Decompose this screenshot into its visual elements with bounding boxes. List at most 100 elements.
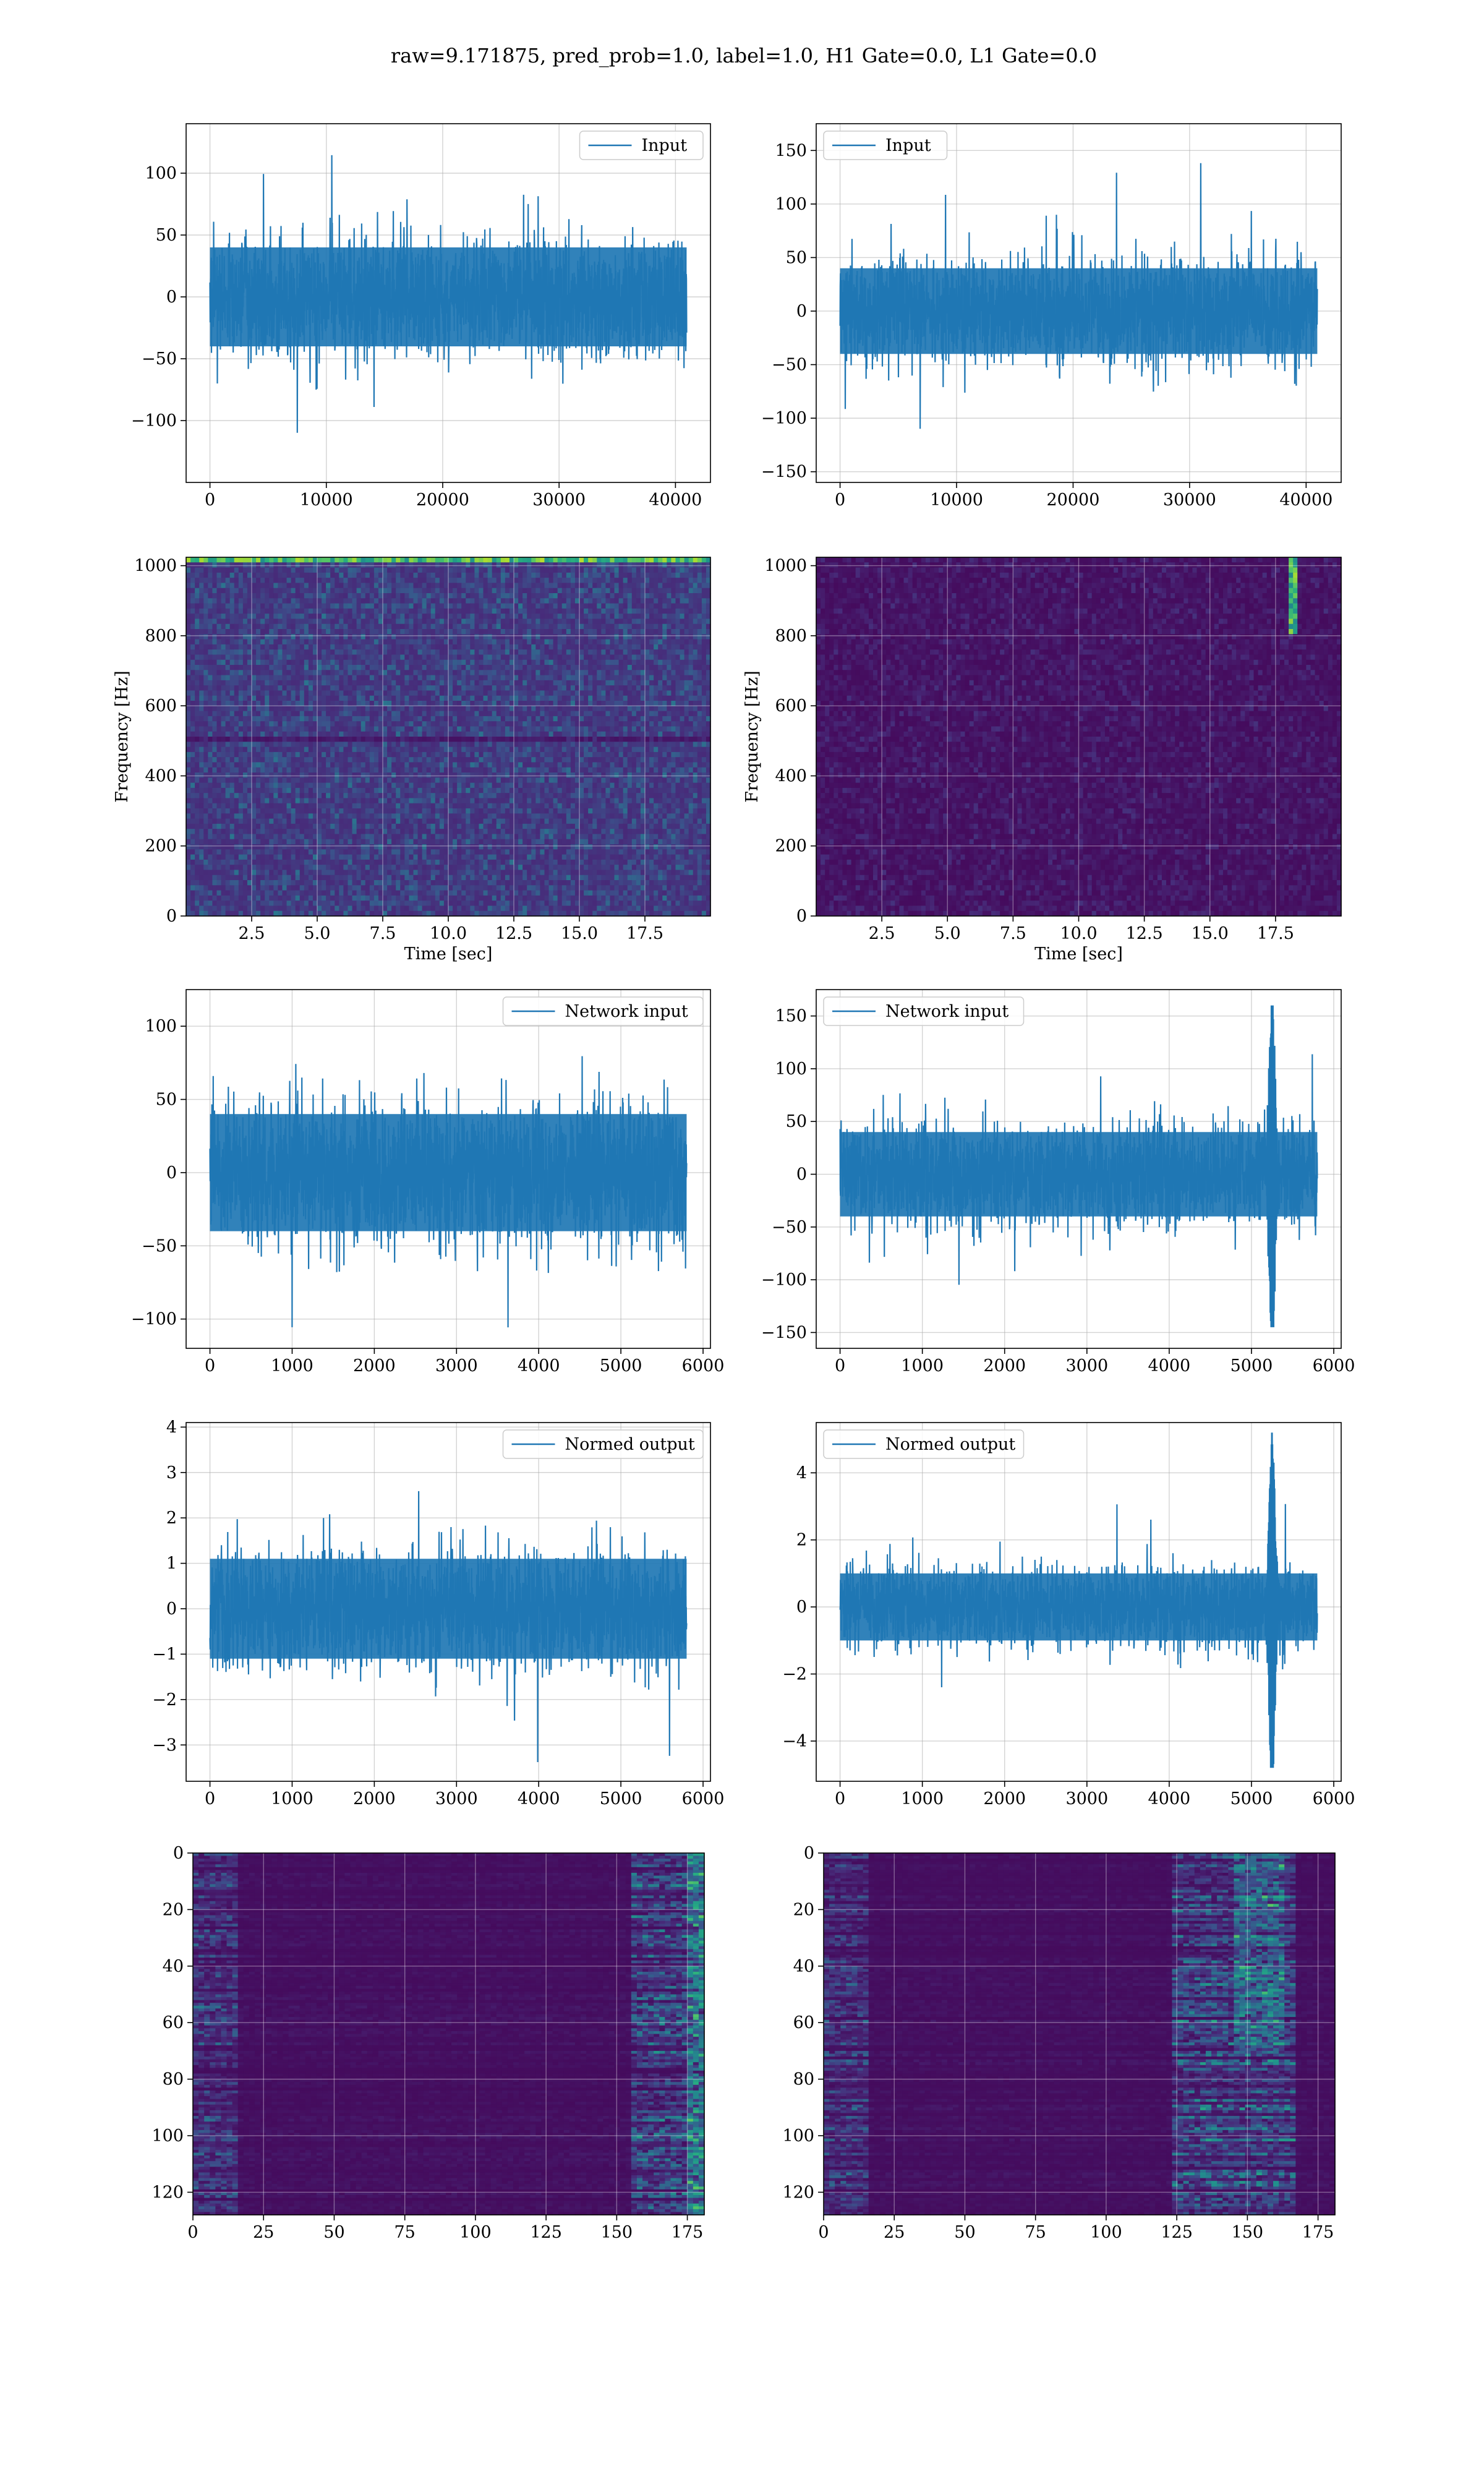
r1c0-cell <box>352 634 357 640</box>
r1c0-cell <box>588 660 593 666</box>
r1c0-cell <box>273 557 278 563</box>
r1c0-cell <box>216 654 221 660</box>
r1c0-cell <box>190 568 195 573</box>
r1c0-cell <box>234 618 239 624</box>
r1c0-cell <box>365 557 370 563</box>
r1c0-cell <box>431 660 436 666</box>
r1c0-cell <box>212 624 217 630</box>
r1c0-cell <box>221 578 226 583</box>
r1c0-cell <box>671 568 676 573</box>
r1c0-cell <box>461 640 466 645</box>
r1c0-cell <box>348 598 352 604</box>
r1c0-cell <box>470 640 475 645</box>
r1c0-cell <box>291 588 296 594</box>
r1c0-cell <box>588 598 593 604</box>
r1c0-cell <box>693 660 698 666</box>
r1c0-cell <box>649 568 654 573</box>
r1c0-cell <box>684 640 689 645</box>
r1c0-cell <box>440 624 445 630</box>
r1c0-cell <box>649 634 654 640</box>
r1c0-cell <box>501 588 506 594</box>
r1c0-cell <box>658 649 663 655</box>
r1c0-cell <box>697 568 702 573</box>
r1c0-cell <box>265 660 270 666</box>
r1c0-cell <box>296 665 301 670</box>
r1c0-cell <box>636 578 641 583</box>
r1c0-cell <box>522 660 527 666</box>
r1c0-cell <box>571 598 576 604</box>
r1c0-cell <box>440 588 445 594</box>
r1c0-cell <box>584 593 589 599</box>
r1c0-cell <box>662 629 667 635</box>
r1c0-cell <box>628 649 633 655</box>
r1c0-cell <box>497 634 501 640</box>
r1c0-cell <box>689 557 694 563</box>
r1c0-cell <box>484 562 488 568</box>
r1c0-cell <box>339 649 344 655</box>
r1c0-cell <box>383 568 388 573</box>
r1c0-cell <box>440 629 445 635</box>
r1c0-cell <box>317 573 322 578</box>
r1c0-cell <box>322 660 326 666</box>
r1c0-cell <box>322 624 326 630</box>
r1c0-cell <box>317 660 322 666</box>
r1c0-cell <box>484 649 488 655</box>
r1c0-cell <box>260 644 265 650</box>
r1c0-cell <box>697 588 702 594</box>
r1c0-cell <box>549 640 554 645</box>
r1c0-cell <box>273 665 278 670</box>
r1c0-cell <box>226 568 231 573</box>
r1c0-cell <box>615 557 620 563</box>
r1c0-cell <box>535 562 540 568</box>
r1c0-cell <box>531 573 536 578</box>
r1c0-cell <box>645 568 650 573</box>
r1c0-cell <box>370 614 375 619</box>
r1c0-cell <box>497 660 501 666</box>
r0c0-xtick-label: 0 <box>205 490 215 510</box>
r1c0-cell <box>649 573 654 578</box>
r1c0-cell <box>505 588 510 594</box>
r1c0-cell <box>431 618 436 624</box>
r1c0-cell <box>605 593 610 599</box>
r1c0-cell <box>252 649 257 655</box>
r1c0-cell <box>413 629 418 635</box>
r1c0-cell <box>287 598 292 604</box>
r1c0-cell <box>300 562 305 568</box>
r1c0-cell <box>549 649 554 655</box>
r1c0-cell <box>592 624 597 630</box>
r1c0-cell <box>383 614 388 619</box>
r1c0-cell <box>497 649 501 655</box>
r1c0-cell <box>226 598 231 604</box>
r1c0-cell <box>649 614 654 619</box>
r1c0-cell <box>326 629 331 635</box>
r1c0-cell <box>448 604 453 609</box>
r1c0-cell <box>675 562 680 568</box>
r1c0-cell <box>501 660 506 666</box>
r1c0-cell <box>404 629 409 635</box>
r1c0-cell <box>470 609 475 614</box>
r1c0-cell <box>501 573 506 578</box>
r1c0-cell <box>435 614 440 619</box>
r1c0-cell <box>287 562 292 568</box>
r1c0-cell <box>697 624 702 630</box>
r1c0-cell <box>216 624 221 630</box>
r1c0-cell <box>239 578 244 583</box>
r1c0-cell <box>675 660 680 666</box>
r1c0-cell <box>357 583 362 588</box>
r1c0-cell <box>339 644 344 650</box>
r1c0-cell <box>330 578 335 583</box>
r1c0-cell <box>597 654 602 660</box>
r1c0-cell <box>239 557 244 563</box>
r1c0-cell <box>662 593 667 599</box>
r1c0-cell <box>588 618 593 624</box>
r1c0-cell <box>190 583 195 588</box>
r1c0-cell <box>370 660 375 666</box>
r1c0-cell <box>457 660 462 666</box>
r1c0-cell <box>680 578 685 583</box>
r1c0-cell <box>186 660 191 666</box>
r1c0-cell <box>488 604 493 609</box>
r1c0-cell <box>335 557 339 563</box>
r1c0-cell <box>348 644 352 650</box>
r1c0-cell <box>269 654 274 660</box>
r1c0-cell <box>199 618 204 624</box>
